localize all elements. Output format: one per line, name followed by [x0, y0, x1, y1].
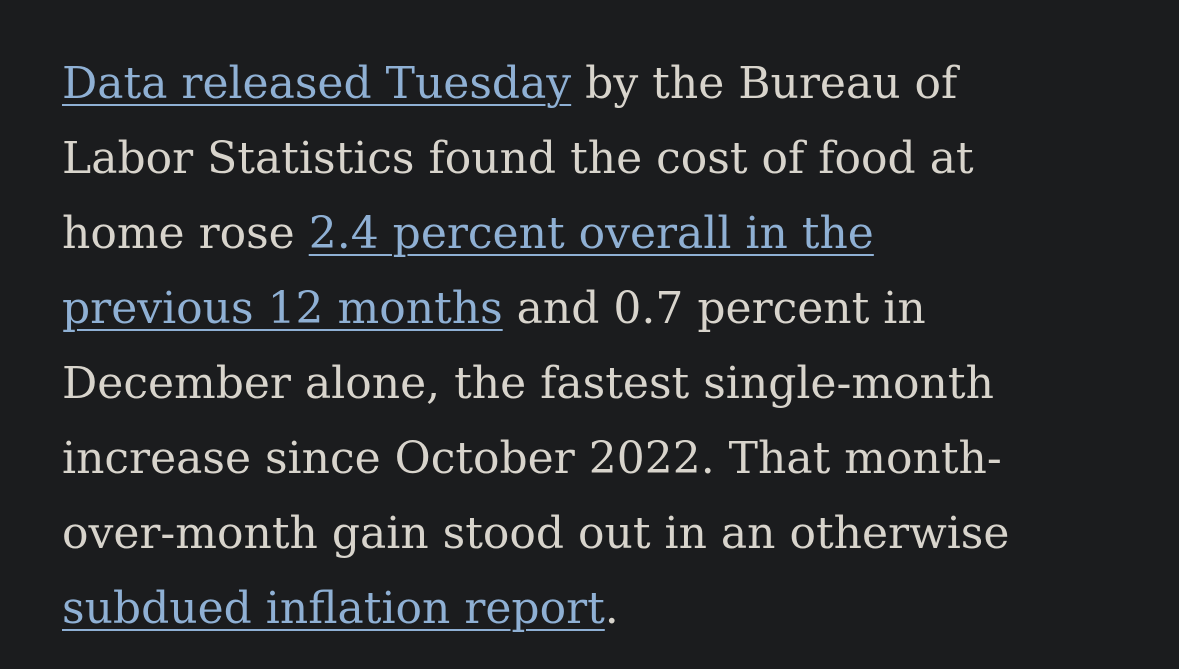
paragraph-line-8: subdued inflation report. [62, 571, 1132, 646]
paragraph-line-5: December alone, the fastest single-month [62, 346, 1132, 421]
line-text: Labor Statistics found the cost of food … [62, 133, 974, 184]
paragraph-line-7: over-month gain stood out in an otherwis… [62, 496, 1132, 571]
paragraph-line-3: home rose 2.4 percent overall in the [62, 196, 1132, 271]
article-body: Data released Tuesday by the Bureau of L… [62, 46, 1132, 646]
line-text: . [604, 583, 619, 634]
link-previous-12-months[interactable]: previous 12 months [62, 283, 503, 334]
link-data-released-tuesday[interactable]: Data released Tuesday [62, 58, 572, 109]
paragraph-line-4: previous 12 months and 0.7 percent in [62, 271, 1132, 346]
link-subdued-inflation-report[interactable]: subdued inflation report [62, 583, 605, 634]
paragraph-line-6: increase since October 2022. That month- [62, 421, 1132, 496]
article-paragraph: Data released Tuesday by the Bureau of L… [62, 46, 1132, 646]
link-2-4-percent-overall[interactable]: 2.4 percent overall in the [308, 208, 874, 259]
line-text: and 0.7 percent in [502, 283, 926, 334]
line-text: by the Bureau of [571, 58, 958, 109]
line-text: December alone, the fastest single-month [62, 358, 994, 409]
line-text: over-month gain stood out in an otherwis… [62, 508, 1010, 559]
paragraph-line-1: Data released Tuesday by the Bureau of [62, 46, 1132, 121]
line-text: increase since October 2022. That month- [62, 433, 1002, 484]
line-text: home rose [62, 208, 309, 259]
paragraph-line-2: Labor Statistics found the cost of food … [62, 121, 1132, 196]
